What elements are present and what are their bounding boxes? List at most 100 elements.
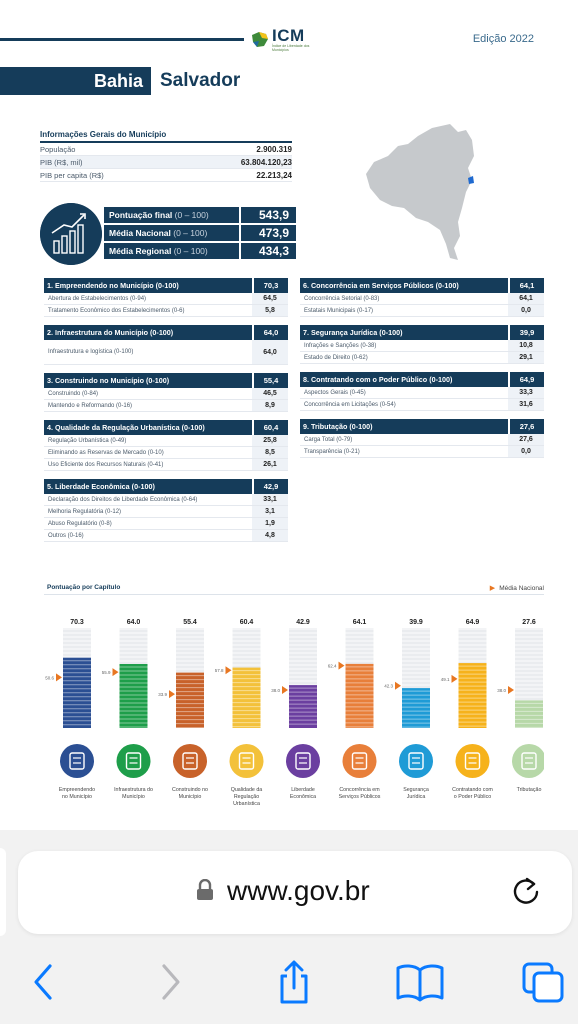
category-label: Município	[122, 794, 145, 800]
chart-legend: ▶ Média Nacional	[490, 584, 544, 592]
general-info-table: Informações Gerais do Município Populaçã…	[40, 130, 292, 182]
category-title: 2. Infraestrutura do Município (0-100)	[47, 328, 174, 337]
forward-icon[interactable]	[150, 960, 190, 1004]
category-block: 2. Infraestrutura do Município (0-100) 64…	[44, 325, 288, 365]
category-title: 7. Segurança Jurídica (0-100)	[303, 328, 403, 337]
previous-tab-edge[interactable]	[0, 848, 6, 936]
subcategory-label: Estatais Municipais (0-17)	[304, 308, 374, 314]
tabs-icon[interactable]	[520, 960, 568, 1004]
reload-icon[interactable]	[510, 875, 542, 907]
logo-mark-icon	[252, 32, 268, 47]
bar	[232, 667, 261, 728]
bar	[119, 664, 148, 728]
category-title: 6. Concorrência em Serviços Públicos (0-…	[303, 281, 459, 290]
subcategory-row: Aspectos Gerais (0-45) 33,3	[300, 387, 544, 399]
icm-logo: ICM Índice de Liberdade dos Municípios	[250, 26, 316, 56]
subcategory-label: Outros (0-16)	[48, 533, 84, 539]
score-label: Média Nacional	[109, 228, 171, 238]
subcategory-row: Tratamento Econômico dos Estabelecimento…	[44, 305, 288, 317]
back-icon[interactable]	[24, 960, 64, 1004]
bar	[176, 672, 204, 728]
category-title: 5. Liberdade Econômica (0-100)	[47, 482, 155, 491]
icon-glyph	[295, 752, 311, 770]
category-block: 7. Segurança Jurídica (0-100) 39,9 Infraçõ…	[300, 325, 544, 364]
category-header: 7. Segurança Jurídica (0-100) 39,9	[300, 325, 544, 340]
score-label: Pontuação final	[109, 210, 173, 220]
score-range: (0 – 100)	[174, 210, 209, 220]
subcategory-row: Regulação Urbanística (0-49) 25,8	[44, 435, 288, 447]
category-label: Município	[179, 794, 202, 800]
subcategory-value: 3,1	[252, 506, 288, 517]
subcategory-row: Transparência (0-21) 0,0	[300, 446, 544, 458]
category-label: Regulação	[234, 794, 259, 800]
bar	[345, 663, 374, 728]
subcategory-label: Estado de Direito (0-62)	[304, 355, 368, 361]
category-header: 2. Infraestrutura do Município (0-100) 64…	[44, 325, 288, 340]
info-row: População 2.900.319	[40, 143, 292, 156]
right-category-column: 6. Concorrência em Serviços Públicos (0-…	[300, 278, 544, 466]
category-label: Tributação	[517, 787, 542, 793]
category-score: 64,0	[252, 325, 288, 340]
left-category-column: 1. Empreendendo no Município (0-100) 70,3…	[44, 278, 288, 550]
category-block: 4. Qualidade da Regulação Urbanística (0…	[44, 420, 288, 471]
subcategory-label: Tratamento Econômico dos Estabelecimento…	[48, 308, 185, 314]
bookmarks-icon[interactable]	[394, 960, 446, 1004]
url-text[interactable]: www.gov.br	[227, 875, 370, 906]
score-row-regional: Média Regional (0 – 100) 434,3	[104, 243, 296, 259]
subcategory-value: 27,6	[508, 434, 544, 445]
average-marker	[112, 668, 119, 677]
subcategory-value: 0,0	[508, 305, 544, 316]
category-label: Infraestrutura do	[114, 787, 153, 793]
average-marker	[338, 661, 345, 670]
average-label: 62.4	[328, 664, 337, 669]
category-title: 9. Tributação (0-100)	[303, 422, 373, 431]
subcategory-value: 26,1	[252, 459, 288, 470]
icon-glyph	[464, 752, 481, 770]
category-score: 70,3	[252, 278, 288, 293]
state-name: Bahia	[93, 71, 143, 91]
score-chart-icon	[40, 203, 102, 265]
subcategory-value: 4,8	[252, 530, 288, 541]
lock-icon	[197, 879, 213, 900]
subcategory-label: Aspectos Gerais (0-45)	[304, 390, 366, 396]
category-header: 9. Tributação (0-100) 27,6	[300, 419, 544, 434]
category-header: 1. Empreendendo no Município (0-100) 70,3	[44, 278, 288, 293]
category-label: o Poder Público	[454, 794, 491, 800]
subcategory-label: Concorrência Setorial (0-83)	[304, 296, 380, 302]
subcategory-value: 46,5	[252, 388, 288, 399]
bar	[515, 700, 543, 728]
general-info-title: Informações Gerais do Município	[40, 130, 292, 143]
info-value: 2.900.319	[256, 144, 292, 154]
average-marker	[282, 686, 288, 694]
score-value: 543,9	[239, 207, 296, 223]
average-label: 57.8	[215, 668, 224, 673]
category-score: 39,9	[508, 325, 544, 340]
subcategory-value: 0,0	[508, 446, 544, 457]
bar-value-label: 60.4	[240, 619, 254, 626]
address-bar[interactable]: www.gov.br	[18, 851, 572, 934]
category-block: 6. Concorrência em Serviços Públicos (0-…	[300, 278, 544, 317]
category-header: 6. Concorrência em Serviços Públicos (0-…	[300, 278, 544, 293]
subcategory-row: Estatais Municipais (0-17) 0,0	[300, 305, 544, 317]
chart-title: Pontuação por Capítulo	[47, 584, 121, 591]
icon-glyph	[238, 752, 255, 770]
tax-icon	[512, 744, 544, 778]
category-title: 8. Contratando com o Poder Público (0-10…	[303, 375, 453, 384]
bar-value-label: 27.6	[522, 619, 536, 626]
category-label: Segurança	[403, 787, 429, 793]
chapter-score-chart: Pontuação por Capítulo ▶ Média Nacional 7…	[44, 583, 544, 815]
share-icon[interactable]	[274, 960, 314, 1004]
subcategory-value: 5,8	[252, 305, 288, 316]
feather-icon	[286, 744, 320, 778]
category-label: Serviços Públicos	[339, 794, 381, 800]
info-label: PIB (R$, mil)	[40, 157, 83, 167]
category-score: 64,1	[508, 278, 544, 293]
bar	[289, 685, 317, 728]
average-marker	[395, 681, 401, 690]
subcategory-label: Abuso Regulatório (0-8)	[48, 521, 112, 527]
legend-marker-icon: ▶	[489, 585, 496, 592]
average-marker	[451, 674, 458, 683]
info-row: PIB (R$, mil) 63.804.120,23	[40, 156, 292, 169]
category-score: 42,9	[252, 479, 288, 494]
